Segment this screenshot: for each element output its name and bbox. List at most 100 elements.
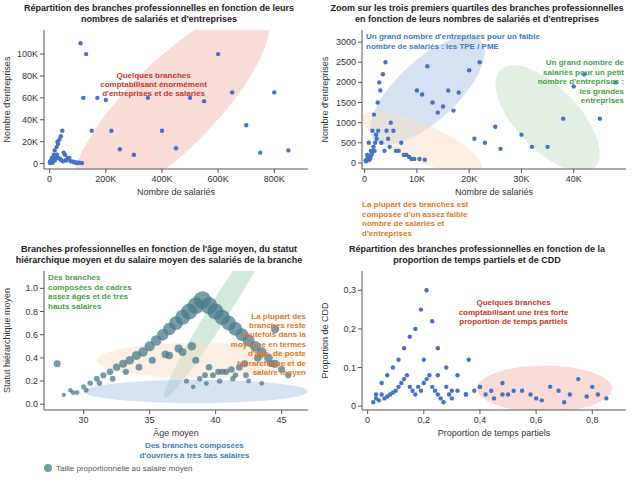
- point: [378, 88, 382, 92]
- x-tick: [521, 169, 522, 173]
- y-tick-label: 100K: [17, 49, 38, 59]
- y-tick-label: 0: [351, 158, 356, 168]
- highlight: [84, 380, 308, 403]
- text-line: Quelques branches: [476, 298, 551, 307]
- point: [422, 381, 426, 385]
- point: [467, 358, 471, 362]
- bubble: [123, 369, 129, 375]
- point: [81, 96, 85, 100]
- annotation: Quelques branchescomptabilisant énorméme…: [100, 71, 207, 99]
- x-tick: [469, 169, 470, 173]
- y-tick-label: 0: [33, 159, 38, 169]
- text-line: proportion de temps partiels: [459, 317, 568, 326]
- point: [444, 365, 448, 369]
- x-tick: [536, 410, 537, 414]
- text-line: nombre de salariés : les TPE / PME: [366, 42, 500, 51]
- y-tick: [40, 381, 44, 382]
- text-line: Répartition des branches professionnelle…: [349, 244, 606, 254]
- point: [202, 99, 206, 103]
- text-line: Répartition des branches professionnelle…: [24, 3, 294, 13]
- y-tick: [358, 367, 362, 368]
- bubble: [246, 379, 251, 384]
- point: [374, 392, 378, 396]
- y-tick: [358, 62, 362, 63]
- bubble: [202, 372, 208, 378]
- text-line: hiérarchique moyen et du salaire moyen d…: [16, 255, 303, 265]
- x-tick-label: 0: [47, 174, 52, 184]
- text-line: Zoom sur les trois premiers quartiles de…: [330, 3, 623, 13]
- point: [438, 396, 442, 400]
- bubble: [188, 342, 197, 351]
- point: [492, 396, 496, 400]
- annotation: La plupart desbranches restetoutefois da…: [231, 312, 307, 378]
- bubble: [243, 372, 249, 378]
- point: [379, 392, 383, 396]
- plot-area: [371, 288, 612, 410]
- bubble: [192, 357, 199, 364]
- x-tick: [367, 410, 368, 414]
- point: [388, 145, 392, 149]
- bubble: [62, 393, 66, 397]
- title: Zoom sur les trois premiers quartiles de…: [330, 3, 623, 24]
- annotation: Quelques branchescomptabilisant une très…: [459, 298, 569, 326]
- point: [451, 108, 455, 112]
- x-tick: [49, 169, 50, 173]
- text-line: nombre d'entreprises :: [538, 77, 624, 86]
- point: [402, 346, 406, 350]
- point: [424, 288, 428, 292]
- point: [506, 392, 510, 396]
- point: [396, 358, 400, 362]
- text-line: branches reste: [249, 321, 306, 330]
- y-axis-line: [362, 271, 363, 410]
- text-line: toutefois dans la: [242, 330, 306, 339]
- point: [464, 392, 468, 396]
- point: [381, 72, 385, 76]
- x-tick: [218, 169, 219, 173]
- bubble: [191, 385, 196, 390]
- point: [576, 377, 580, 381]
- point: [604, 396, 608, 400]
- point: [436, 110, 440, 114]
- y-tick: [358, 82, 362, 83]
- plot-area: [362, 36, 618, 169]
- point: [56, 142, 60, 146]
- point: [540, 398, 544, 402]
- x-tick: [105, 169, 106, 173]
- y-tick: [40, 357, 44, 358]
- y-tick-label: 0.0: [25, 399, 38, 409]
- y-axis-label: Nombre d'entreprises: [2, 56, 12, 142]
- point: [444, 385, 448, 389]
- y-tick-label: 1.0: [25, 283, 38, 293]
- x-axis-label: Âge moyen: [153, 428, 199, 438]
- point: [410, 388, 414, 392]
- bubble: [149, 357, 156, 364]
- point: [286, 148, 290, 152]
- x-axis-label: Nombre de salariés: [455, 187, 534, 197]
- x-tick-label: 40K: [566, 174, 582, 184]
- y-tick: [40, 119, 44, 120]
- y-tick-label: 1000: [336, 118, 356, 128]
- point: [396, 149, 400, 153]
- point: [500, 392, 504, 396]
- text-line: d'âge, de poste: [248, 349, 306, 358]
- bubble: [97, 381, 103, 387]
- point: [391, 129, 395, 133]
- y-tick: [358, 142, 362, 143]
- highlight: [477, 366, 612, 410]
- bubble: [113, 363, 120, 370]
- bubble: [197, 376, 203, 382]
- point: [419, 307, 423, 311]
- x-tick: [573, 169, 574, 173]
- y-tick-label: 500: [341, 138, 356, 148]
- point: [498, 147, 502, 151]
- point: [467, 68, 471, 72]
- point: [436, 346, 440, 350]
- bubble: [259, 381, 264, 386]
- point: [399, 141, 403, 145]
- x-tick-label: 0,6: [530, 415, 543, 425]
- annotation: Un grand nombre desalariés pour un petit…: [538, 58, 625, 105]
- point: [420, 92, 424, 96]
- point: [568, 392, 572, 396]
- point: [377, 398, 381, 402]
- point: [405, 373, 409, 377]
